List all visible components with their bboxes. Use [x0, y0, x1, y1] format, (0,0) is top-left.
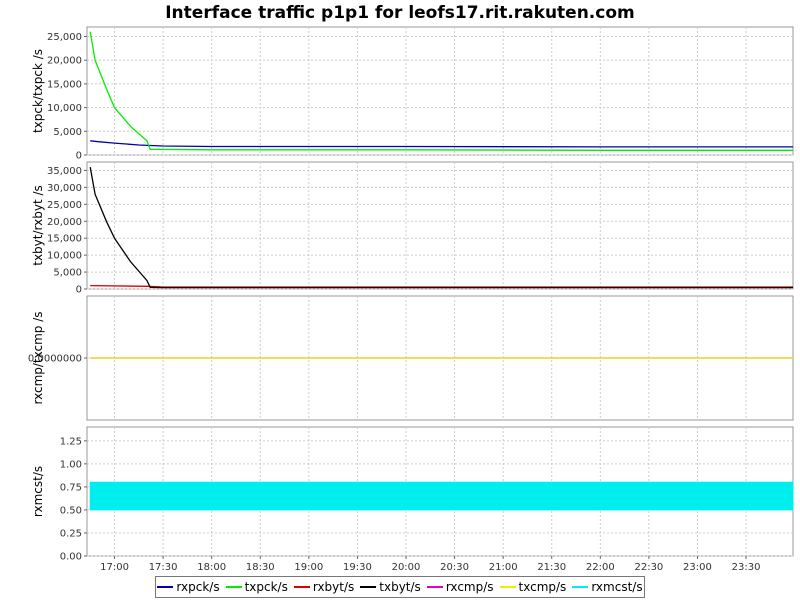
legend-item: rxmcst/s	[572, 580, 643, 594]
legend-label: rxmcst/s	[591, 580, 643, 594]
y-tick-label: 5,000	[53, 268, 82, 279]
legend-label: rxbyt/s	[312, 580, 355, 594]
y-tick-label: 5,000	[53, 127, 82, 138]
y-tick-label: 0.75	[60, 482, 82, 493]
legend-item: txbyt/s	[360, 580, 421, 594]
legend-swatch	[499, 586, 516, 588]
x-tick-label: 17:30	[149, 562, 178, 573]
legend-label: txcmp/s	[518, 580, 567, 594]
x-tick-label: 18:30	[246, 562, 275, 573]
y-tick-label: 0	[76, 151, 82, 162]
legend-item: rxbyt/s	[293, 580, 355, 594]
legend-swatch	[572, 586, 589, 588]
legend-item: rxcmp/s	[426, 580, 494, 594]
panel-2: 0 5,000 10,000 15,000 20,000 25,000 30,000 35,0…	[31, 161, 794, 296]
plot-area	[86, 161, 794, 290]
y-axis-label: txbyt/rxbyt /s	[31, 185, 45, 266]
x-tick-label: 21:00	[489, 562, 518, 573]
x-tick-label: 22:30	[634, 562, 663, 573]
y-tick-label: 25,000	[47, 32, 82, 43]
y-tick-label: 35,000	[47, 166, 82, 177]
plot-area	[86, 26, 794, 156]
legend-label: rxcmp/s	[445, 580, 494, 594]
legend-item: txcmp/s	[499, 580, 567, 594]
x-tick-label: 19:30	[343, 562, 372, 573]
y-axis-label: txpck/txpck /s	[31, 49, 45, 133]
legend: rxpck/s txpck/s rxbyt/s txbyt/s rxcmp/s txcmp…	[155, 576, 645, 598]
x-tick-label: 20:30	[440, 562, 469, 573]
panel-1: 0 5,000 10,000 15,000 20,000 25,000txpck/txpc…	[31, 26, 794, 162]
legend-label: txpck/s	[244, 580, 288, 594]
y-tick-label: 15,000	[47, 234, 82, 245]
y-tick-label: 20,000	[47, 217, 82, 228]
y-tick-label: 25,000	[47, 200, 82, 211]
x-tick-label: 23:30	[732, 562, 761, 573]
legend-swatch	[426, 586, 443, 588]
legend-label: rxpck/s	[176, 580, 220, 594]
panel-4: 0.00 0.25 0.50 0.75 1.00 1.25 rxmcst/s	[31, 426, 794, 563]
series-rxmcst	[89, 481, 794, 511]
y-axis-label: rxcmp/txcmp /s	[31, 311, 45, 404]
x-tick-label: 22:00	[586, 562, 615, 573]
x-tick-label: 21:30	[537, 562, 566, 573]
y-tick-label: 0.00	[60, 552, 82, 563]
series-txbyt	[89, 166, 793, 289]
x-tick-label: 20:00	[392, 562, 421, 573]
legend-label: txbyt/s	[379, 580, 421, 594]
x-tick-label: 19:00	[294, 562, 323, 573]
y-tick-label: 0.50	[60, 505, 82, 516]
legend-swatch	[157, 586, 174, 588]
y-tick-label: 10,000	[47, 103, 82, 114]
y-tick-label: 15,000	[47, 79, 82, 90]
y-tick-label: 1.25	[60, 436, 82, 447]
chart-title: Interface traffic p1p1 for leofs17.rit.r…	[165, 3, 635, 23]
series-txpck	[89, 31, 793, 151]
y-tick-label: 0.25	[60, 528, 82, 539]
legend-item: txpck/s	[225, 580, 288, 594]
legend-swatch	[360, 586, 377, 588]
y-tick-label: 1.00	[60, 459, 82, 470]
y-tick-label: 30,000	[47, 183, 82, 194]
y-axis-label: rxmcst/s	[31, 466, 45, 517]
x-tick-label: 18:00	[197, 562, 226, 573]
y-tick-label: 10,000	[47, 251, 82, 262]
x-tick-label: 23:00	[683, 562, 712, 573]
legend-swatch	[225, 586, 242, 588]
series-rxpck	[90, 140, 793, 148]
y-tick-label: 0.0000000	[28, 354, 82, 365]
y-tick-label: 0	[76, 285, 82, 296]
x-tick-label: 17:00	[100, 562, 129, 573]
legend-item: rxpck/s	[157, 580, 220, 594]
y-tick-label: 20,000	[47, 56, 82, 67]
legend-swatch	[293, 586, 310, 588]
